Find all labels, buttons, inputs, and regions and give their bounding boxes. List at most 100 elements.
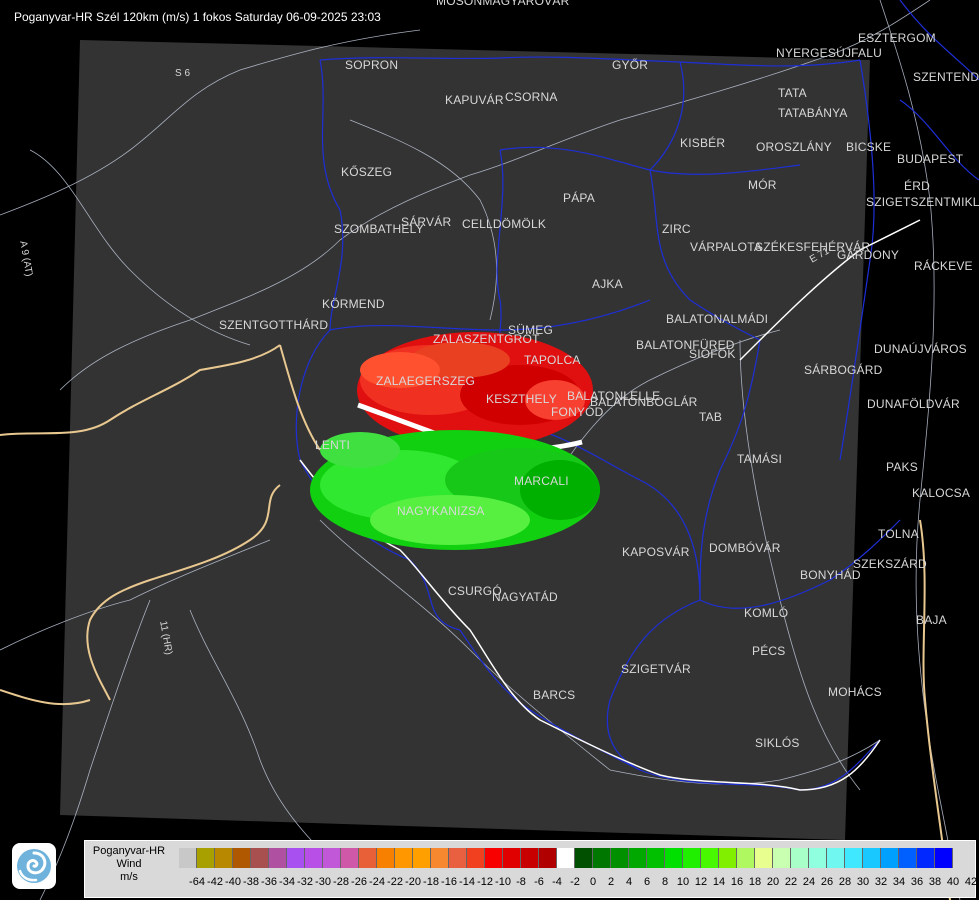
city-label: AJKA <box>592 277 623 291</box>
legend-swatch <box>665 848 683 868</box>
legend-swatch <box>575 848 593 868</box>
legend-tick-label: -40 <box>225 876 241 888</box>
city-label: ÉRD <box>904 179 930 193</box>
legend-tick-label: 20 <box>766 876 780 888</box>
city-label: SIKLÓS <box>755 736 800 750</box>
city-label: BUDAPEST <box>897 152 964 166</box>
city-label: SOPRON <box>345 58 399 72</box>
road-label: S 6 <box>175 68 191 79</box>
city-label: VÁRPALOTA <box>690 240 763 254</box>
legend-tick-label: -30 <box>315 876 331 888</box>
legend-swatch <box>233 848 251 868</box>
city-label: CSURGÓ <box>448 584 502 598</box>
city-label: NYERGESÚJFALU <box>776 46 882 60</box>
legend-tick-label: 30 <box>856 876 870 888</box>
legend-tick-label: 8 <box>661 876 669 888</box>
city-label: BARCS <box>533 688 576 702</box>
city-label: DUNAÚJVÁROS <box>874 342 967 356</box>
legend-swatch <box>323 848 341 868</box>
legend-title-line1: Poganyvar-HR <box>92 845 166 857</box>
legend-swatch <box>251 848 269 868</box>
legend-swatch <box>485 848 503 868</box>
city-label: TAPOLCA <box>524 353 581 367</box>
city-label: ESZTERGOM <box>858 31 936 45</box>
legend-title-line2: Wind <box>116 858 142 870</box>
city-label: MOHÁCS <box>828 685 882 699</box>
legend-tick-label: -24 <box>369 876 385 888</box>
city-label: TOLNA <box>878 527 919 541</box>
legend-swatch <box>521 848 539 868</box>
city-label: BALATONLELLE <box>567 389 661 403</box>
legend-tick-label: -28 <box>333 876 349 888</box>
city-label: SÜMEG <box>508 323 554 337</box>
city-label: LENTI <box>315 438 351 452</box>
legend-tick-label <box>170 876 188 890</box>
legend-tick-label: -20 <box>405 876 421 888</box>
legend-swatch <box>629 848 647 868</box>
legend-tick-label: 28 <box>838 876 852 888</box>
legend-swatch <box>503 848 521 868</box>
city-label: KALOCSA <box>912 486 971 500</box>
legend-tick-label: 16 <box>730 876 744 888</box>
city-label: PAKS <box>886 460 918 474</box>
legend-swatch <box>917 848 935 868</box>
city-label: KÖRMEND <box>322 297 385 311</box>
city-label: KAPOSVÁR <box>622 545 690 559</box>
legend-swatch <box>593 848 611 868</box>
city-label: FONYÓD <box>551 405 604 419</box>
legend-tick-label: 14 <box>712 876 726 888</box>
legend-swatch <box>413 848 431 868</box>
city-label: NAGYATÁD <box>492 590 558 604</box>
city-label: BAJA <box>916 613 947 627</box>
legend-swatch <box>197 848 215 868</box>
legend-tick-label: 40 <box>946 876 960 888</box>
map-title: Poganyvar-HR Szél 120km (m/s) 1 fokos Sa… <box>14 10 381 24</box>
city-label: TAMÁSI <box>737 452 782 466</box>
legend-tick-label: 26 <box>820 876 834 888</box>
legend-tick-label: 38 <box>928 876 942 888</box>
legend-tick-label: -18 <box>423 876 439 888</box>
legend-tick-label: 36 <box>910 876 924 888</box>
legend-tick-label: -4 <box>552 876 562 888</box>
legend-swatch <box>827 848 845 868</box>
city-label: KAPUVÁR <box>445 93 504 107</box>
city-label: SZENTENDRE <box>913 70 979 84</box>
radar-echo-red <box>357 332 593 448</box>
city-label: BALATONALMÁDI <box>666 312 769 326</box>
city-label: TAB <box>699 410 723 424</box>
legend-swatch <box>557 848 575 868</box>
radar-echo-green <box>310 430 600 550</box>
legend-swatch <box>215 848 233 868</box>
legend-swatch <box>539 848 557 868</box>
city-label: ZALASZENTGRÓT <box>433 332 540 346</box>
legend-tick-label: 10 <box>676 876 690 888</box>
legend-tick-label: 24 <box>802 876 816 888</box>
city-label: BALATONFÜRED <box>636 338 735 352</box>
city-label: SÁRVÁR <box>401 215 452 229</box>
swirl-logo-icon <box>12 843 56 889</box>
legend-tick-label: 6 <box>643 876 651 888</box>
city-label: KŐSZEG <box>341 165 393 179</box>
city-label: KOMLÓ <box>744 606 789 620</box>
city-label: CELLDÖMÖLK <box>462 217 547 231</box>
legend-swatch <box>737 848 755 868</box>
legend-tick-label: -32 <box>297 876 313 888</box>
city-label: MÓR <box>748 178 777 192</box>
legend-swatch <box>863 848 881 868</box>
legend-swatch <box>179 848 197 868</box>
city-label: SÁRBOGÁRD <box>804 363 883 377</box>
city-label: ZALAEGERSZEG <box>376 374 476 388</box>
legend-swatch <box>809 848 827 868</box>
legend-tick-label: -26 <box>351 876 367 888</box>
legend-tick-label: -8 <box>516 876 526 888</box>
legend-title: Poganyvar-HR Wind m/s <box>86 845 172 884</box>
legend-tick-label: -10 <box>495 876 511 888</box>
city-label: BONYHÁD <box>800 568 861 582</box>
city-label: BICSKE <box>846 140 892 154</box>
legend-unit: m/s <box>120 871 138 883</box>
legend-tick-label: -42 <box>207 876 223 888</box>
city-label: TATA <box>778 86 807 100</box>
legend-swatch <box>755 848 773 868</box>
city-label: GYŐR <box>612 58 649 72</box>
